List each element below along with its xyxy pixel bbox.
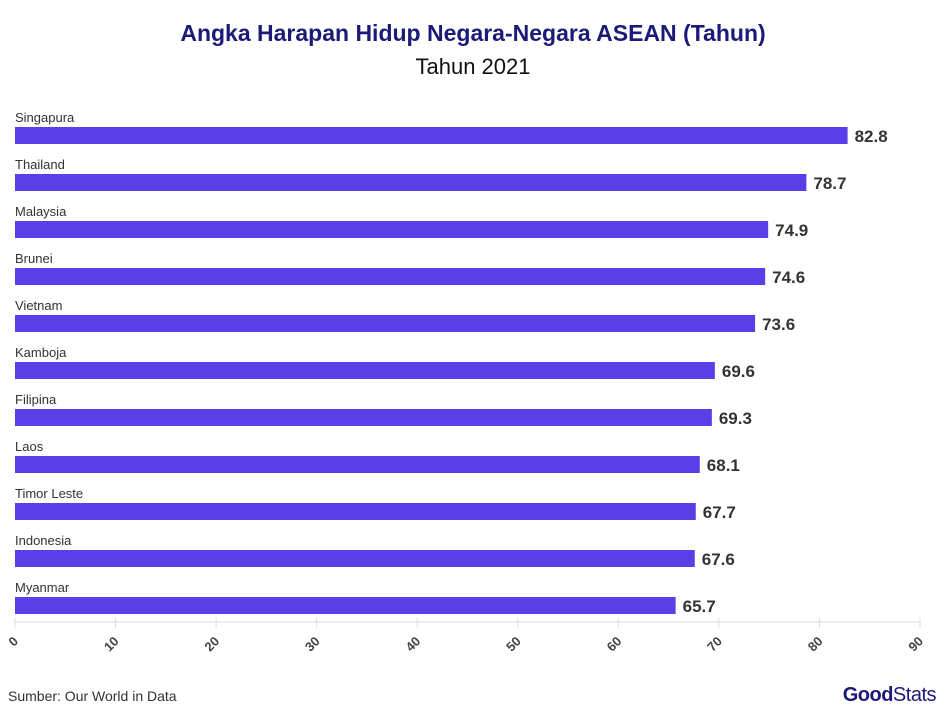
- category-label: Laos: [15, 439, 44, 454]
- bar: [15, 221, 769, 238]
- bar: [15, 409, 712, 426]
- x-tick-label: 50: [503, 634, 524, 655]
- category-label: Timor Leste: [15, 486, 83, 501]
- category-label: Indonesia: [15, 533, 72, 548]
- chart-subtitle: Tahun 2021: [415, 54, 531, 79]
- data-label: 82.8: [855, 127, 888, 146]
- bar: [15, 315, 756, 332]
- x-tick-label: 20: [201, 634, 222, 655]
- bar: [15, 174, 807, 191]
- data-label: 68.1: [707, 456, 740, 475]
- x-tick-label: 30: [302, 634, 323, 655]
- x-tick-label: 70: [704, 634, 725, 655]
- category-label: Malaysia: [15, 204, 67, 219]
- category-label: Myanmar: [15, 580, 70, 595]
- bar-chart: Singapura 82.8 Thailand 78.7 Malaysia 74.9 Bru…: [5, 110, 926, 655]
- category-label: Kamboja: [15, 345, 67, 360]
- bar: [15, 456, 700, 473]
- category-label: Brunei: [15, 251, 53, 266]
- x-tick-label: 60: [604, 634, 625, 655]
- bar: [15, 127, 848, 144]
- x-tick-label: 90: [905, 634, 926, 655]
- category-label: Filipina: [15, 392, 57, 407]
- data-label: 78.7: [813, 174, 846, 193]
- data-label: 67.6: [702, 550, 735, 569]
- x-tick-label: 0: [5, 634, 21, 650]
- data-label: 74.6: [772, 268, 805, 287]
- x-tick-label: 40: [403, 634, 424, 655]
- data-label: 69.6: [722, 362, 755, 381]
- chart-title: Angka Harapan Hidup Negara-Negara ASEAN …: [180, 20, 766, 46]
- category-label: Thailand: [15, 157, 65, 172]
- bar: [15, 597, 676, 614]
- data-label: 74.9: [775, 221, 808, 240]
- data-label: 67.7: [703, 503, 736, 522]
- data-label: 73.6: [762, 315, 795, 334]
- bar: [15, 550, 695, 567]
- source-note: Sumber: Our World in Data: [8, 688, 177, 704]
- category-label: Singapura: [15, 110, 75, 125]
- x-tick-label: 10: [101, 634, 122, 655]
- bar: [15, 362, 715, 379]
- bar: [15, 268, 766, 285]
- bar: [15, 503, 696, 520]
- category-label: Vietnam: [15, 298, 62, 313]
- x-tick-label: 80: [805, 634, 826, 655]
- goodstats-logo: GoodStats: [842, 684, 937, 706]
- data-label: 69.3: [719, 409, 752, 428]
- data-label: 65.7: [683, 597, 716, 616]
